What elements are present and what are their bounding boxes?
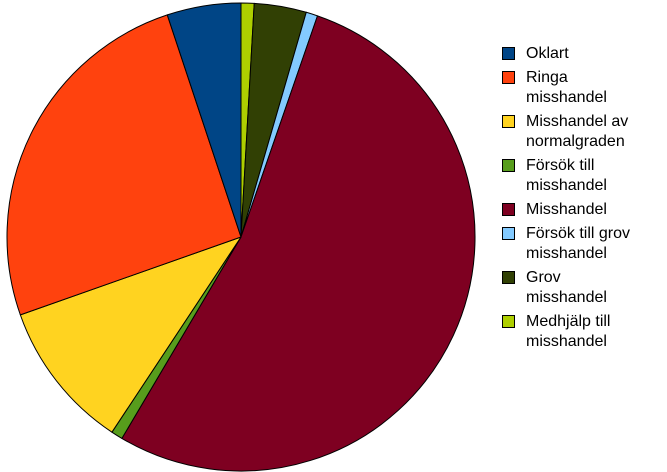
legend-label-line: Grov	[526, 269, 561, 286]
legend-label-line: misshandel	[526, 89, 607, 106]
legend-label: Oklart	[526, 44, 667, 64]
legend-label: Ringa misshandel	[526, 68, 667, 108]
legend-label-line: normalgraden	[526, 133, 625, 150]
legend-label-line: Misshandel av	[526, 113, 629, 130]
legend-label-line: Misshandel	[526, 201, 607, 218]
legend-swatch	[502, 203, 515, 216]
pie-slice-ringa-misshandel	[6, 14, 242, 316]
legend-swatch	[502, 71, 515, 84]
legend-label-line: Oklart	[526, 45, 569, 62]
legend-swatch	[502, 271, 515, 284]
legend-swatch	[502, 115, 515, 128]
legend-label-line: Försök till	[526, 157, 595, 174]
legend-label-line: Medhjälp till	[526, 313, 611, 330]
legend-label-line: Försök till grov	[526, 225, 631, 242]
legend-label: Försök till misshandel	[526, 156, 667, 196]
legend-label-line: Ringa	[526, 69, 568, 86]
pie-slice-misshandel	[121, 15, 476, 472]
legend-swatch	[502, 47, 515, 60]
legend-label-line: misshandel	[526, 333, 607, 350]
pie-slice-misshandel-av-normalgraden	[19, 236, 242, 433]
legend-label-line: misshandel	[526, 289, 607, 306]
legend-label-line: misshandel	[526, 245, 607, 262]
legend-label: Grov misshandel	[526, 268, 667, 308]
legend-label: Misshandel	[526, 200, 667, 220]
legend-label: Medhjälp till misshandel	[526, 312, 667, 352]
legend-label: Försök till grov misshandel	[526, 224, 667, 264]
legend-swatch	[502, 227, 515, 240]
legend-swatch	[502, 315, 515, 328]
pie-slice-oklart	[166, 2, 242, 238]
legend-label: Misshandel av normalgraden	[526, 112, 667, 152]
pie-slices	[6, 2, 476, 472]
legend-label-line: misshandel	[526, 177, 607, 194]
legend-swatch	[502, 159, 515, 172]
